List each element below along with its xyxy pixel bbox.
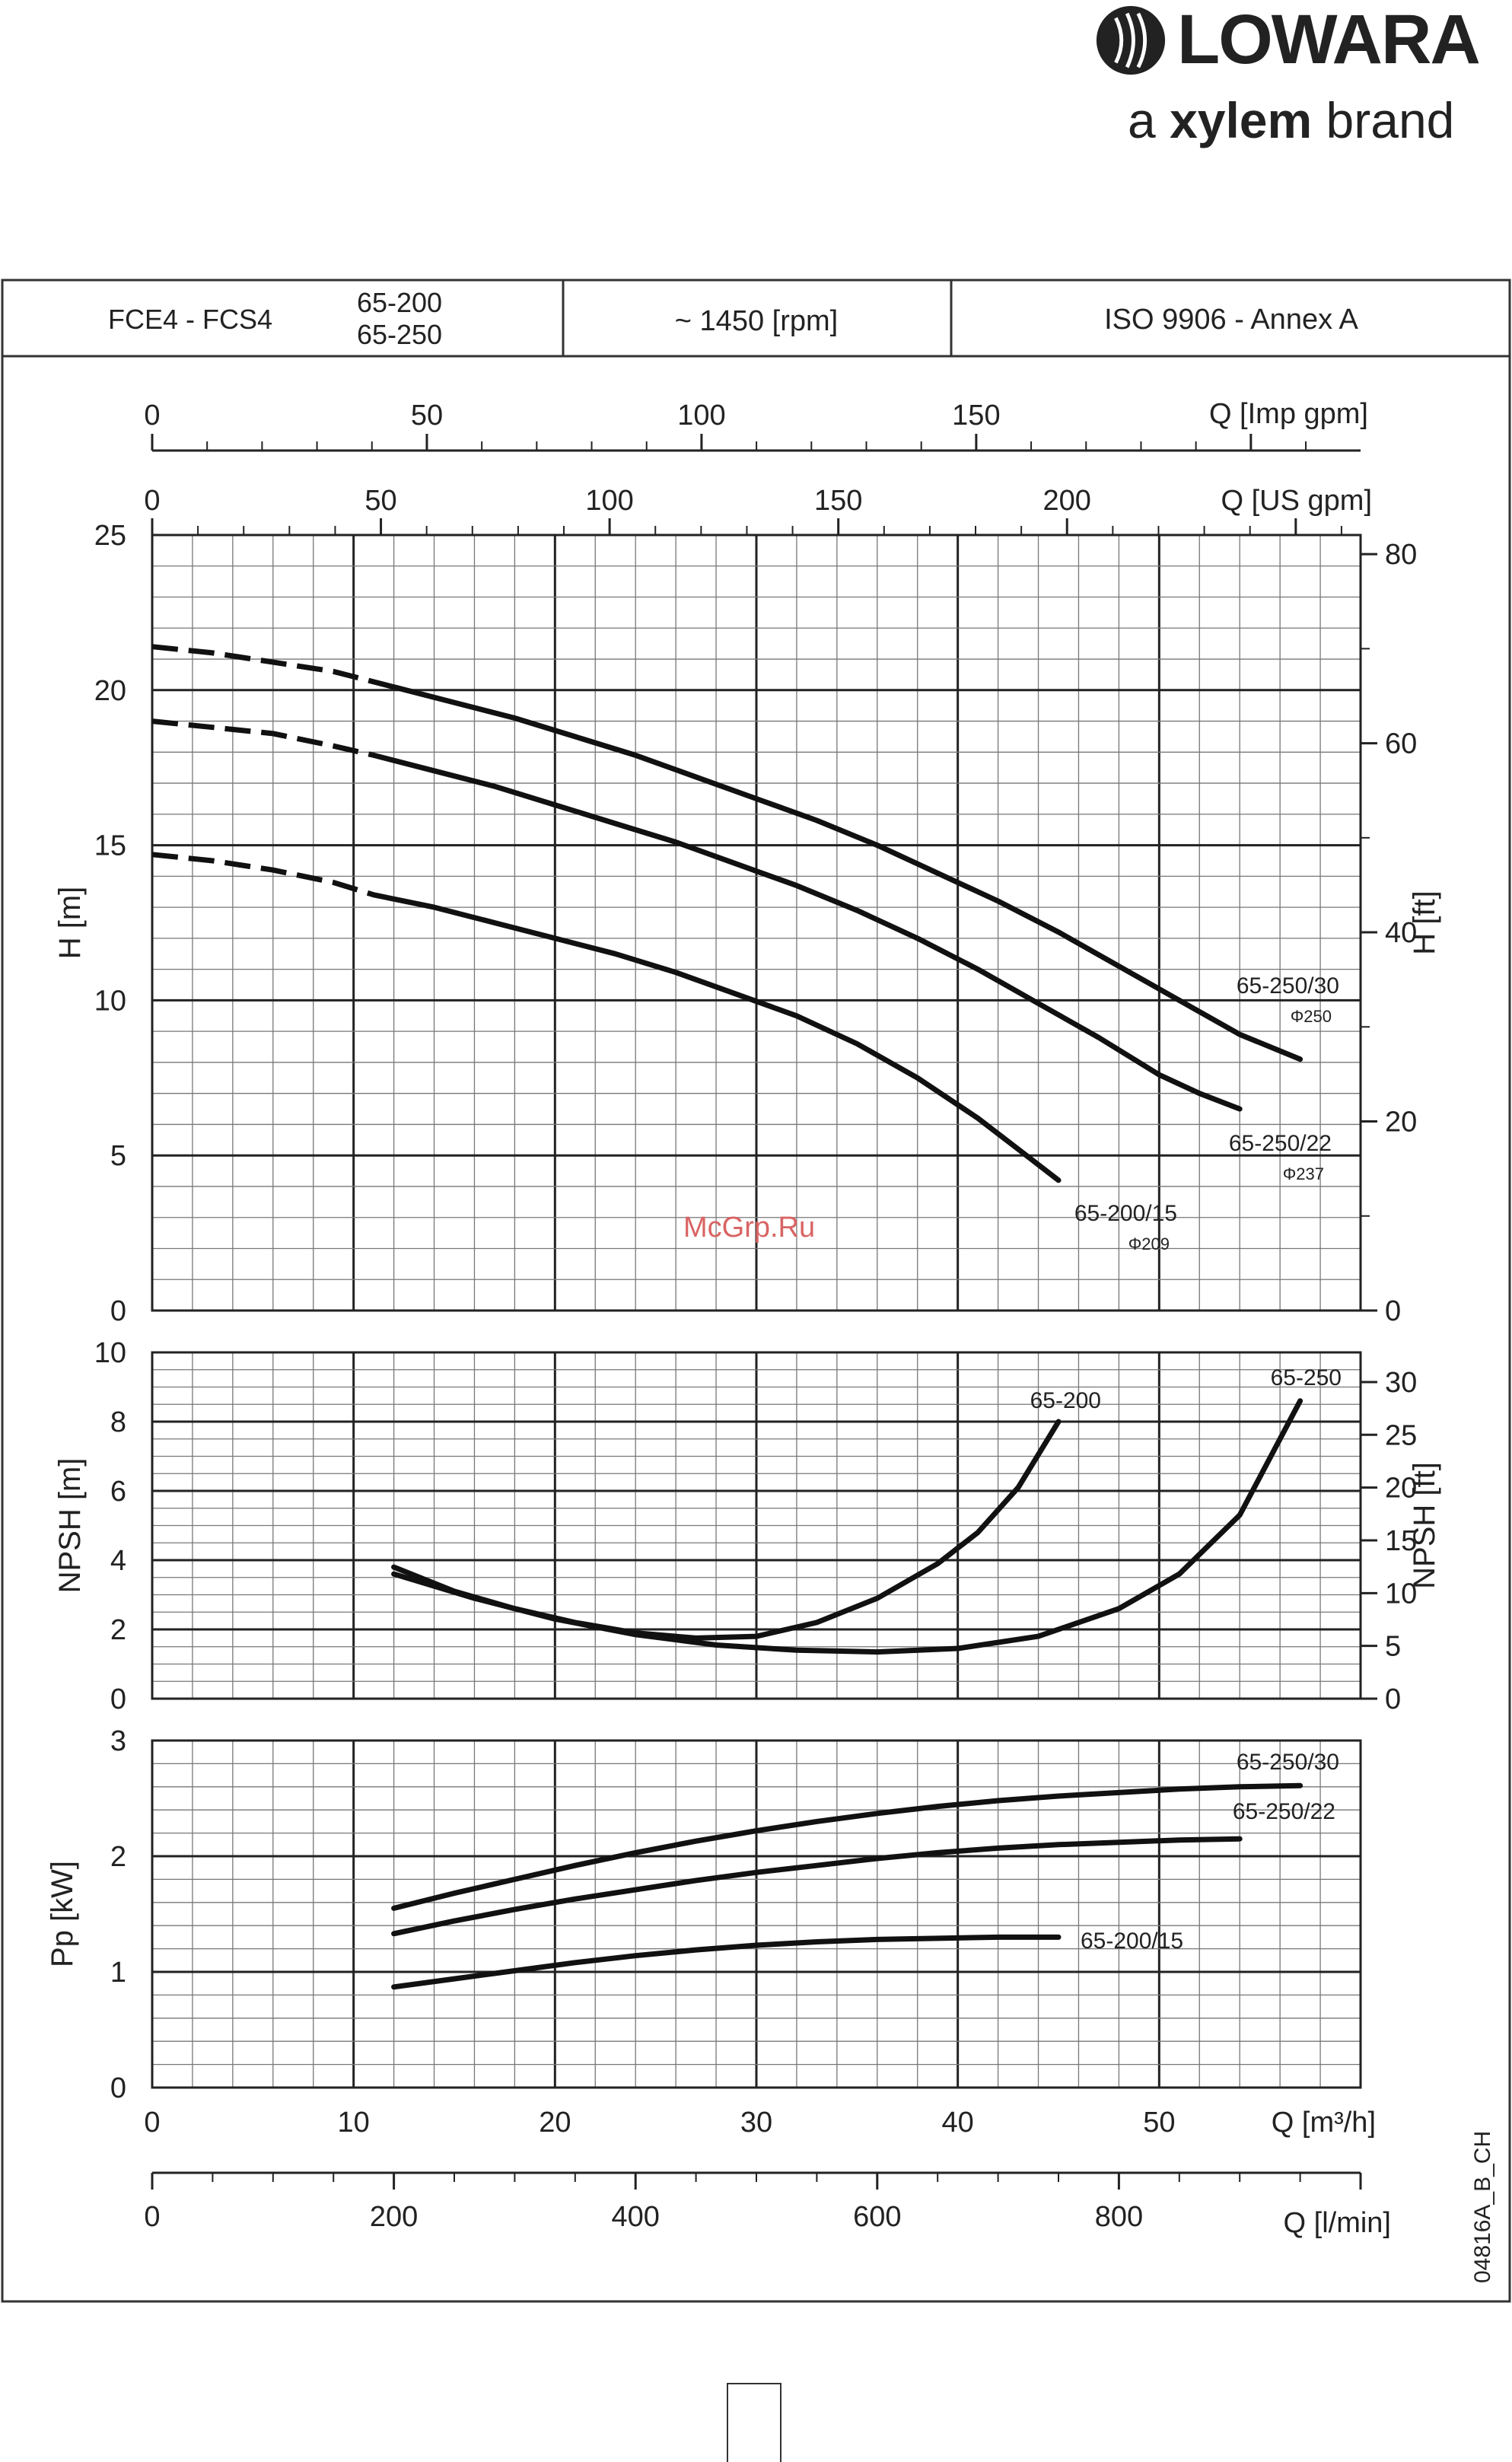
y-right-tick-label: 20: [1385, 1473, 1417, 1505]
brand-tagline: a xylem brand: [1128, 91, 1454, 149]
imp-gpm-tick-label: 50: [411, 400, 443, 432]
x-secondary-tick-label: 400: [611, 2201, 659, 2233]
series-label: 65-250/30: [1237, 973, 1339, 998]
y-right-tick-label: 0: [1385, 1295, 1401, 1327]
y-axis-label: NPSH [m]: [53, 1458, 87, 1594]
header-standard: ISO 9906 - Annex A: [1104, 304, 1358, 336]
x-tick-label: 30: [740, 2107, 772, 2139]
curve-65-250: [391, 1398, 1304, 1655]
y-tick-label: 10: [94, 985, 126, 1017]
curve-dashed-65-200-15: [151, 852, 375, 898]
y-tick-label: 0: [110, 1683, 126, 1715]
drawing-code: 04816A_B_CH: [1470, 2131, 1495, 2283]
y-tick-label: 1: [110, 1957, 126, 1989]
impeller-label: Φ250: [1291, 1007, 1332, 1026]
panel-border: [151, 1739, 1362, 2089]
y-right-tick-label: 40: [1385, 917, 1417, 949]
us-gpm-tick-label: 200: [1043, 485, 1091, 517]
page-number-box: [727, 2383, 781, 2462]
curve-65-200-15: [391, 1934, 1062, 1990]
x-secondary-axis-label: Q [l/min]: [1284, 2207, 1391, 2239]
brand-name: LOWARA: [1177, 1, 1481, 78]
y-tick-label: 25: [94, 520, 126, 552]
x-secondary-tick-label: 200: [370, 2201, 418, 2233]
y-right-axis-label: H [ft]: [1408, 890, 1441, 954]
y-tick-label: 4: [110, 1545, 126, 1577]
header-model: FCE4 - FCS4: [108, 304, 272, 335]
y-tick-label: 0: [110, 1295, 126, 1327]
curve-65-250-22: [391, 1836, 1243, 1937]
y-tick-label: 3: [110, 1725, 126, 1757]
x-tick-label: 40: [942, 2107, 974, 2139]
x-axis-label: Q [m³/h]: [1272, 2107, 1376, 2139]
header-size-1: 65-200: [357, 287, 442, 318]
y-tick-label: 2: [110, 1614, 126, 1646]
series-label: 65-250: [1271, 1365, 1342, 1390]
curve-65-250-30: [391, 1782, 1304, 1911]
y-right-tick-label: 15: [1385, 1525, 1417, 1557]
y-tick-label: 5: [110, 1140, 126, 1172]
x-secondary-tick-label: 800: [1095, 2201, 1143, 2233]
lowara-logo-icon: [1096, 5, 1166, 75]
y-right-tick-label: 25: [1385, 1419, 1417, 1451]
imp-gpm-tick-label: 150: [952, 400, 1000, 432]
header-size-2: 65-250: [357, 319, 442, 350]
outer-frame: [1, 279, 1511, 2303]
y-tick-label: 8: [110, 1406, 126, 1438]
series-label: 65-250/22: [1233, 1799, 1335, 1824]
y-tick-label: 20: [94, 675, 126, 707]
y-right-tick-label: 0: [1385, 1683, 1401, 1715]
y-axis-label: Pp [kW]: [46, 1861, 79, 1967]
x-tick-label: 10: [338, 2107, 370, 2139]
x-tick-label: 0: [144, 2107, 160, 2139]
brand-tagline-prefix: a: [1128, 92, 1156, 148]
y-right-tick-label: 80: [1385, 539, 1417, 571]
curve-65-250-22: [371, 752, 1243, 1112]
us-gpm-tick-label: 150: [814, 485, 862, 517]
imp-gpm-tick-label: 0: [144, 400, 160, 432]
imp-gpm-axis-label: Q [Imp gpm]: [1209, 398, 1368, 430]
y-axis-label: H [m]: [53, 887, 87, 960]
y-tick-label: 2: [110, 1841, 126, 1873]
us-gpm-tick-label: 50: [364, 485, 396, 517]
x-tick-label: 20: [539, 2107, 571, 2139]
impeller-label: Φ237: [1283, 1164, 1324, 1183]
header-speed: ~ 1450 [rpm]: [675, 305, 838, 337]
series-label: 65-200/15: [1081, 1929, 1183, 1954]
x-tick-label: 50: [1143, 2107, 1175, 2139]
y-tick-label: 15: [94, 830, 126, 862]
y-tick-label: 6: [110, 1476, 126, 1508]
x-secondary-tick-label: 0: [144, 2201, 160, 2233]
panel-border: [151, 1351, 1362, 1700]
y-right-tick-label: 30: [1385, 1367, 1417, 1399]
curve-65-200-15: [371, 892, 1062, 1183]
curve-dashed-65-250-22: [151, 718, 374, 758]
y-right-tick-label: 10: [1385, 1578, 1417, 1610]
curve-dashed-65-250-30: [151, 644, 395, 690]
y-tick-label: 0: [110, 2072, 126, 2104]
series-label: 65-200: [1030, 1388, 1101, 1413]
impeller-label: Φ209: [1128, 1234, 1170, 1253]
watermark-text: McGrp.Ru: [683, 1212, 816, 1244]
us-gpm-tick-label: 100: [585, 485, 633, 517]
brand-tagline-suffix: brand: [1326, 92, 1455, 148]
series-label: 65-200/15: [1074, 1201, 1177, 1226]
us-gpm-axis-label: Q [US gpm]: [1221, 485, 1373, 517]
brand-tagline-bold: xylem: [1170, 92, 1313, 148]
y-right-tick-label: 20: [1385, 1107, 1417, 1139]
imp-gpm-tick-label: 100: [677, 400, 725, 432]
x-secondary-tick-label: 600: [853, 2201, 901, 2233]
brand-logo: LOWARA a xylem brand: [1086, 0, 1482, 167]
y-right-tick-label: 5: [1385, 1631, 1401, 1663]
y-right-axis-label: NPSH [ft]: [1408, 1462, 1441, 1589]
y-right-tick-label: 60: [1385, 728, 1417, 760]
series-label: 65-250/30: [1237, 1750, 1339, 1775]
series-label: 65-250/22: [1229, 1131, 1332, 1156]
panel-border: [151, 533, 1362, 1312]
y-tick-label: 10: [94, 1337, 126, 1369]
us-gpm-tick-label: 0: [144, 485, 160, 517]
curve-65-250-30: [391, 684, 1304, 1062]
